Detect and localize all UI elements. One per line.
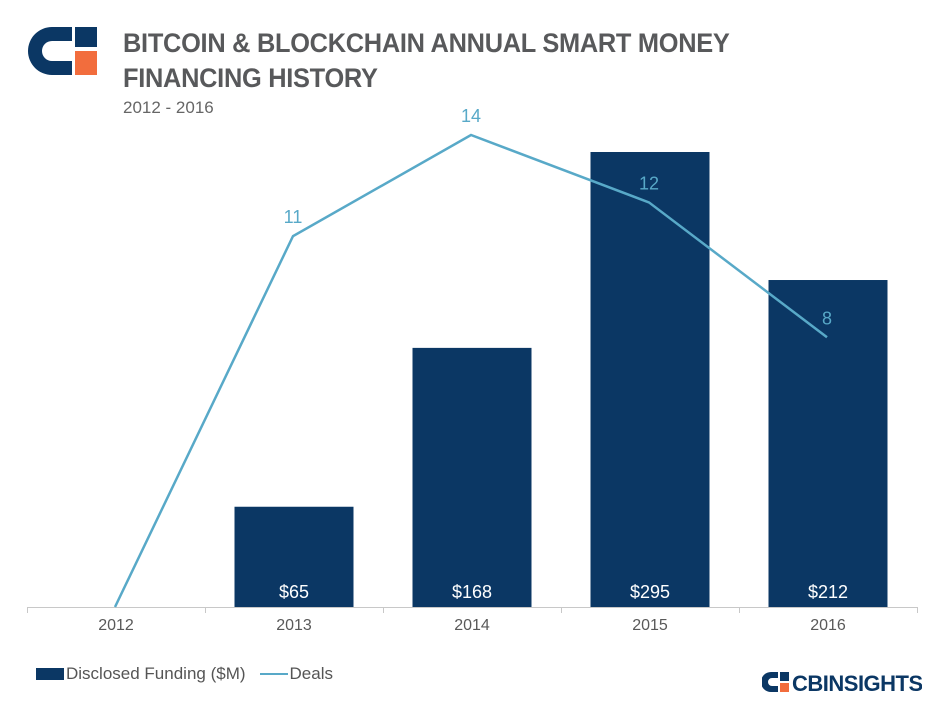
bar-2016 (768, 280, 888, 607)
x-tick-label-2016: 2016 (810, 617, 846, 634)
header: BITCOIN & BLOCKCHAIN ANNUAL SMART MONEY … (0, 0, 940, 120)
legend-label-deals: Deals (289, 664, 333, 683)
legend: Disclosed Funding ($M) Deals (36, 662, 333, 686)
deals-line (113, 133, 828, 608)
x-tick-label-2012: 2012 (98, 617, 134, 634)
bar-label-2016: $212 (808, 582, 848, 602)
bar-2013 (234, 506, 354, 607)
page-subtitle: 2012 - 2016 (123, 98, 214, 117)
bar-2015 (590, 152, 710, 607)
brand-logo-text: CBINSIGHTS (792, 671, 922, 695)
bar-label-2015: $295 (630, 582, 670, 602)
legend-label-funding: Disclosed Funding ($M) (66, 664, 246, 683)
x-tick-label-2014: 2014 (454, 617, 490, 634)
x-tick-label-2013: 2013 (276, 617, 312, 634)
deals-label-2016: 8 (822, 308, 832, 328)
brand-logo: CBINSIGHTS (762, 671, 922, 695)
bar-2014 (412, 347, 532, 607)
brand-logo-icon (762, 672, 789, 692)
cb-insights-logo-icon (28, 27, 97, 75)
page-title: BITCOIN & BLOCKCHAIN ANNUAL SMART MONEY … (123, 28, 730, 93)
bar-label-2014: $168 (452, 582, 492, 602)
deals-label-2014: 14 (461, 106, 481, 126)
bar-label-2013: $65 (279, 582, 309, 602)
legend-swatch-deals (259, 673, 288, 675)
deals-label-2015: 12 (639, 173, 659, 193)
legend-swatch-funding (36, 668, 64, 680)
deals-label-2013: 11 (284, 207, 303, 227)
x-tick-label-2015: 2015 (632, 617, 668, 634)
